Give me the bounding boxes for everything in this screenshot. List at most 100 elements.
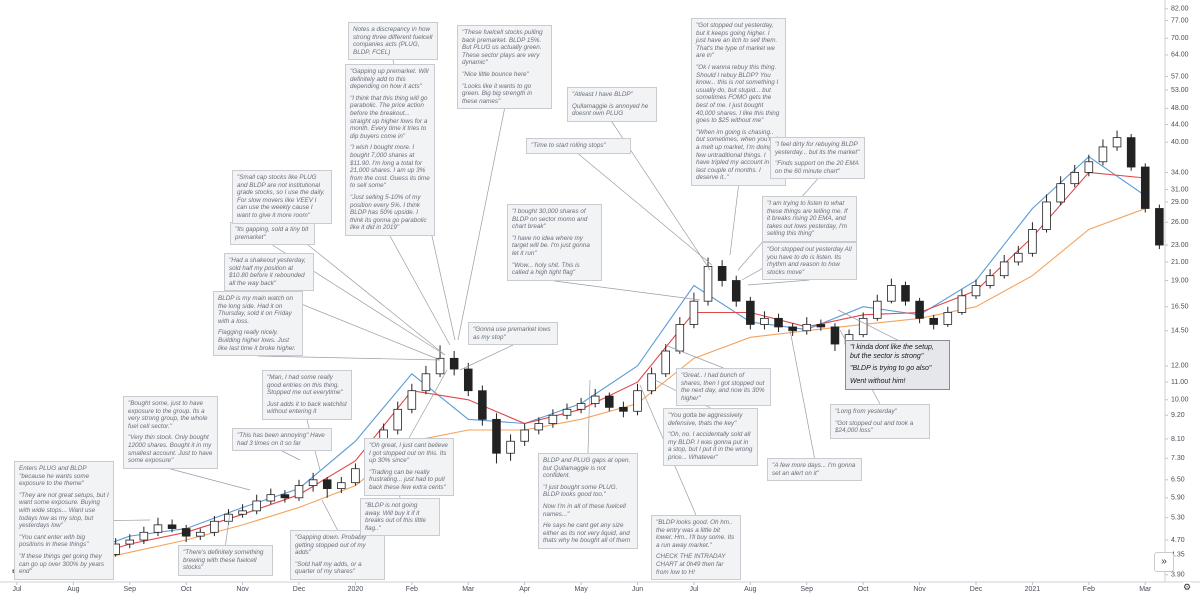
y-tick-label: 40.00 (1171, 139, 1189, 146)
y-tick-label: 19.00 (1171, 277, 1189, 284)
moving-average-line (16, 207, 1146, 576)
candle-body (731, 280, 741, 302)
candle-body (788, 326, 797, 332)
candle-body (393, 408, 403, 431)
annotation-pointer (578, 153, 713, 266)
candle-body (633, 390, 642, 412)
annotation-box: "Man, I had some really good entries on … (262, 370, 352, 420)
y-tick-label: 57.00 (1171, 73, 1189, 80)
x-tick-label: May (574, 586, 588, 593)
candle-body (449, 357, 459, 370)
candle-body (294, 485, 304, 499)
annotation-pointer (587, 379, 591, 454)
annotation-box: Enters PLUG and BLDP "because he wants s… (14, 461, 114, 580)
annotation-pointer (389, 235, 451, 346)
candle-body (308, 479, 318, 487)
annotation-pointer (225, 511, 231, 546)
annotation-text: "I have no idea where my target will be.… (512, 234, 590, 257)
y-tick-label: 3.90 (1171, 572, 1185, 579)
annotation-box: "This has been annoying" Have had 3 time… (232, 428, 332, 452)
annotation-box: "I am trying to listen to what these thi… (762, 196, 857, 242)
annotation-text: "Man, I had some really good entries on … (267, 374, 343, 397)
annotation-pointer (459, 344, 514, 371)
annotation-box: "There's definitely something brewing wi… (178, 545, 273, 576)
candle-body (915, 300, 924, 319)
candle-body (1140, 166, 1150, 209)
x-tick-label: Jul (12, 586, 21, 593)
annotation-text: "This has been annoying" Have had 3 time… (237, 432, 325, 447)
settings-button[interactable]: ⚙ (1181, 582, 1193, 593)
y-tick-label: 34.00 (1171, 169, 1189, 176)
candle-body (252, 500, 261, 512)
candle-body (619, 406, 628, 412)
annotation-box: "Gonna use premarket lows as my stop" (468, 322, 558, 346)
annotation-text: "There's definitely something brewing wi… (183, 549, 264, 572)
y-tick-label: 82.00 (1171, 6, 1189, 13)
scroll-button[interactable]: » (1154, 552, 1174, 572)
candle-body (590, 395, 600, 404)
candle-body (661, 350, 670, 375)
candle-body (717, 266, 727, 281)
candle-body (167, 524, 177, 529)
candle-body (985, 275, 995, 286)
candle-body (746, 300, 755, 325)
annotation-text: CHECK THE INTRADAY CHART at 0h49 then fa… (656, 553, 726, 576)
x-tick-label: Aug (744, 586, 757, 593)
annotation-box: "Its gapping, sold a tiny bit premarket" (230, 222, 315, 246)
annotation-pointer (281, 223, 446, 356)
annotation-box: "Small cap stocks like PLUG and BLDP are… (232, 170, 332, 224)
y-tick-label: 7.30 (1171, 455, 1185, 462)
annotation-pointer (664, 344, 724, 369)
annotation-text: "Trading can be really frustrating... ju… (369, 468, 446, 491)
candle-body (562, 408, 572, 416)
x-tick-label: Nov (913, 586, 926, 593)
y-tick-label: 16.50 (1171, 304, 1189, 311)
annotation-text: "I kinda dont like the setup, but the se… (850, 344, 934, 360)
annotation-text: "I just bought some PLUG. BLDP looks goo… (543, 483, 618, 499)
candle-body (139, 531, 149, 541)
annotation-text: BLDP and PLUG gaps at open, but Qullamag… (543, 457, 631, 480)
annotation-box: "Great.. I had bunch of shares, then I g… (676, 368, 771, 407)
annotation-text: "If these things get going they can go u… (19, 552, 105, 576)
annotation-text: "I am trying to listen to what these thi… (767, 200, 848, 238)
annotation-box: "BLDP looks good. Oh hm.. the entry was … (651, 515, 741, 581)
x-tick-label: Nov (236, 586, 249, 593)
candle-body (153, 524, 163, 533)
annotation-text: "BLDP is not going away. Will buy it if … (365, 502, 426, 532)
annotation-text: "Small cap stocks like PLUG and BLDP are… (237, 174, 325, 219)
annotation-box: Notes a discrepancy in how strong three … (348, 22, 438, 61)
candle-body (1056, 183, 1065, 203)
annotation-text: Just adds it to back watchlist without e… (267, 400, 347, 416)
candle-body (1112, 137, 1122, 148)
candle-body (280, 494, 290, 499)
annotation-pointer (554, 280, 701, 301)
candle-body (195, 531, 205, 537)
annotation-text: "Had a shakeout yesterday, sold half my … (229, 257, 306, 287)
candle-body (181, 528, 191, 537)
candle-body (647, 373, 656, 392)
x-tick-label: Sep (801, 586, 814, 593)
candle-body (492, 418, 501, 454)
y-tick-label: 53.00 (1171, 87, 1189, 94)
y-tick-label: 14.50 (1171, 328, 1189, 335)
y-tick-label: 26.00 (1171, 219, 1189, 226)
annotation-pointer (457, 108, 505, 341)
annotation-text: "I bought 30,000 shares of BLDP on secto… (512, 208, 588, 231)
annotation-text: "I think that this thing will go parabol… (350, 94, 428, 140)
y-tick-label: 9.20 (1171, 412, 1185, 419)
y-tick-label: 23.00 (1171, 242, 1189, 249)
annotation-text: "You gotta be aggressively defensive, th… (668, 412, 743, 427)
candle-body (830, 326, 840, 345)
annotation-box: "Bought some, just to have exposure to t… (123, 396, 218, 469)
annotation-text: "Great.. I had bunch of shares, then I g… (681, 372, 765, 402)
x-tick-label: Dec (293, 586, 306, 593)
annotation-text: "Wow... holy shit. This is called a high… (512, 261, 580, 277)
x-tick-label: 2021 (1025, 586, 1041, 593)
annotation-text: "Bought some, just to have exposure to t… (128, 400, 208, 430)
y-tick-label: 48.00 (1171, 105, 1189, 112)
candle-body (210, 520, 219, 533)
y-tick-label: 4.70 (1171, 537, 1185, 544)
annotation-text: He says he cant get any size either as i… (543, 522, 631, 545)
annotation-box: "Gapping down. Probably getting stopped … (290, 530, 385, 580)
annotation-text: "Atleast I have BLDP" (572, 91, 633, 98)
